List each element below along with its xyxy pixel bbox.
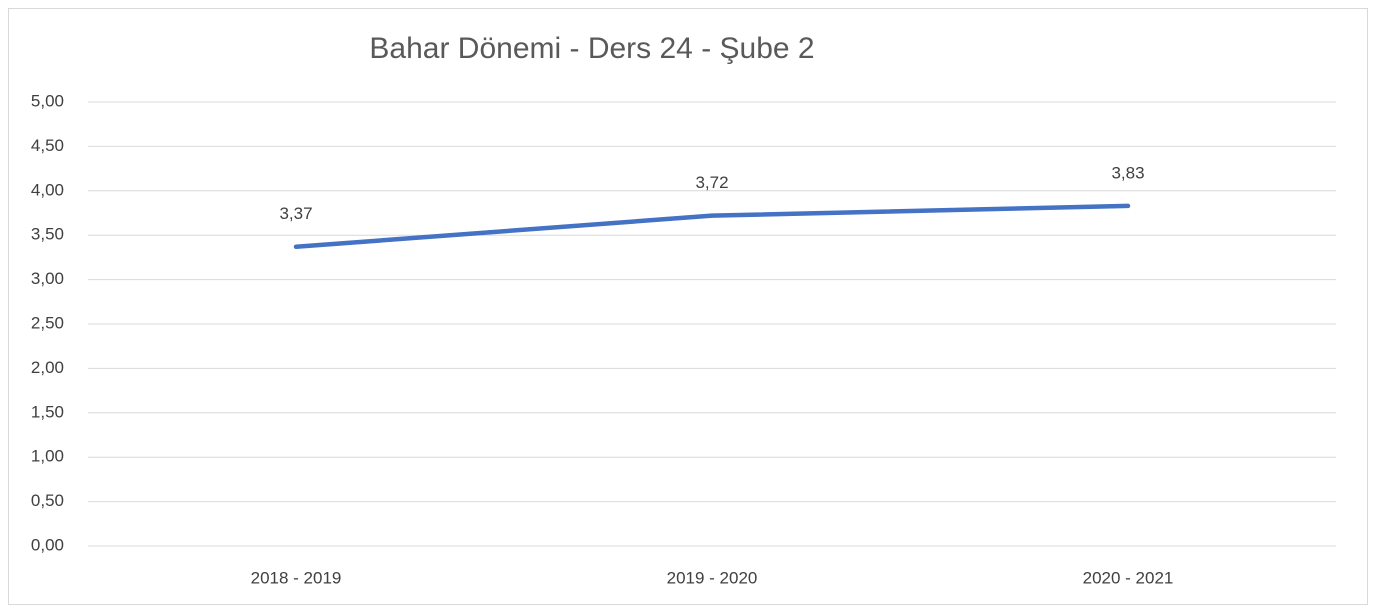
data-line (293, 203, 1131, 249)
y-tick-label: 3,00 (31, 269, 64, 288)
x-tick-label: 2020 - 2021 (1083, 568, 1174, 587)
x-tick-label: 2018 - 2019 (251, 568, 342, 587)
y-tick-label: 2,00 (31, 358, 64, 377)
data-label: 3,72 (695, 173, 728, 192)
y-tick-label: 1,00 (31, 447, 64, 466)
y-tick-label: 0,00 (31, 535, 64, 554)
y-tick-label: 5,00 (31, 91, 64, 110)
chart-border (8, 8, 1368, 605)
y-tick-label: 0,50 (31, 491, 64, 510)
y-tick-label: 2,50 (31, 313, 64, 332)
y-tick-label: 3,50 (31, 225, 64, 244)
y-tick-label: 4,00 (31, 180, 64, 199)
chart-title: Bahar Dönemi - Ders 24 - Şube 2 (369, 32, 814, 65)
data-label: 3,83 (1111, 163, 1144, 182)
y-tick-label: 4,50 (31, 136, 64, 155)
data-label: 3,37 (279, 204, 312, 223)
x-tick-label: 2019 - 2020 (667, 568, 758, 587)
y-tick-label: 1,50 (31, 402, 64, 421)
